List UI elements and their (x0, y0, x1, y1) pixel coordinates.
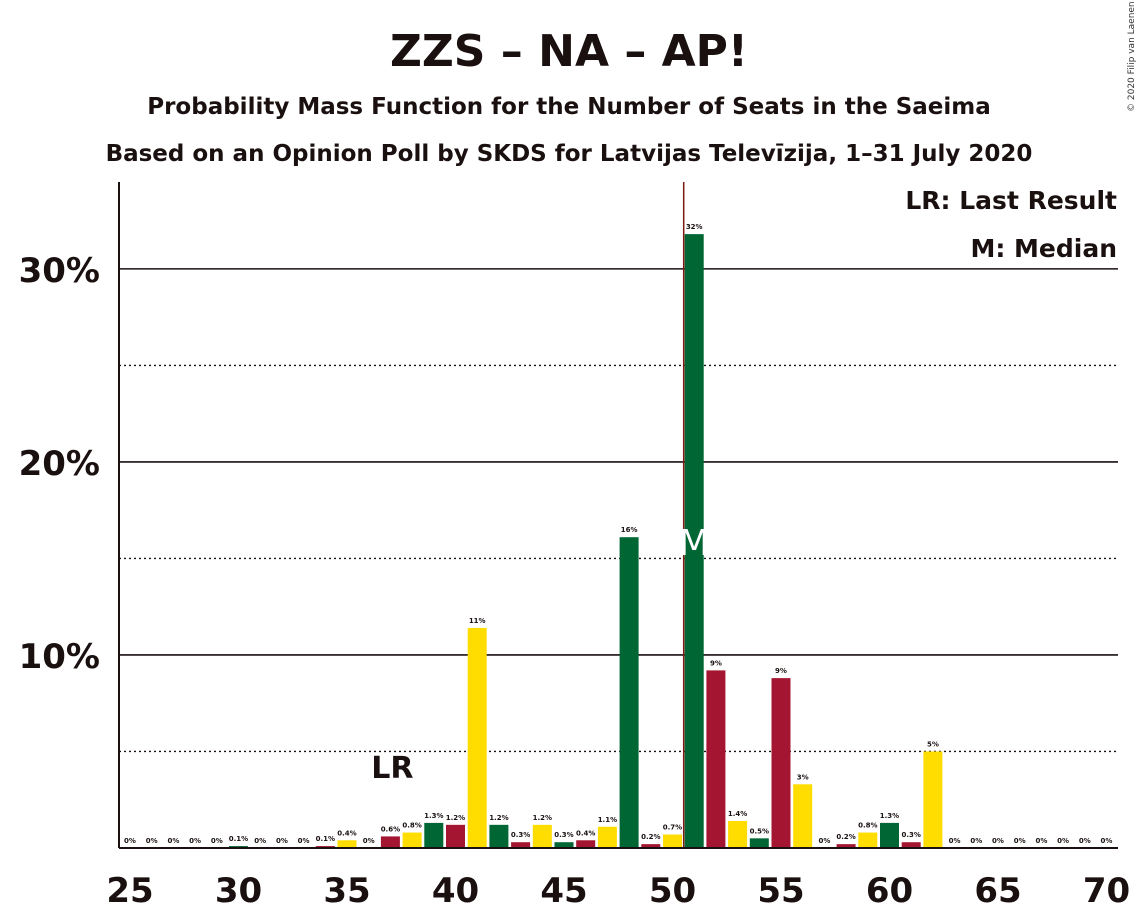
data-label: 0% (1057, 837, 1069, 845)
data-label: 0% (949, 837, 961, 845)
bar (684, 234, 704, 849)
bar (619, 537, 639, 848)
data-label: 32% (686, 223, 703, 231)
bar (901, 842, 921, 848)
data-label: 5% (927, 740, 939, 748)
legend-median: M: Median (970, 234, 1117, 263)
data-label: 1.3% (880, 812, 899, 820)
data-label: 0.4% (337, 829, 356, 837)
data-label: 0% (1014, 837, 1026, 845)
bar (402, 832, 422, 848)
data-label: 9% (710, 659, 722, 667)
data-label: 0% (1035, 837, 1047, 845)
chart-subtitle-source: Based on an Opinion Poll by SKDS for Lat… (106, 141, 1033, 167)
data-label: 0.2% (836, 833, 855, 841)
data-label: 0% (970, 837, 982, 845)
data-label: 0% (124, 837, 136, 845)
bar (728, 820, 748, 848)
axes: 10% 20% 30% 25 30 35 40 45 50 55 60 65 70 (19, 182, 1130, 911)
y-tick-label: 20% (19, 444, 100, 484)
bar (706, 670, 726, 848)
bar (554, 842, 574, 848)
bar (923, 751, 943, 848)
x-tick-label: 30 (215, 871, 262, 911)
gridlines (119, 268, 1118, 753)
bar (880, 822, 899, 848)
data-label: 1.2% (489, 814, 508, 822)
data-label: 1.2% (533, 814, 552, 822)
data-label: 0% (818, 837, 830, 845)
data-label: 0.7% (663, 823, 682, 831)
data-label: 1.3% (424, 812, 443, 820)
bar (467, 627, 487, 848)
bar (380, 836, 400, 848)
data-label: 0% (254, 837, 266, 845)
data-label: 0.2% (641, 833, 660, 841)
data-label: 0% (189, 837, 201, 845)
data-label: 0.3% (901, 831, 920, 839)
data-label: 0.5% (750, 827, 769, 835)
data-label: 0.4% (576, 829, 595, 837)
x-tick-label: 40 (432, 871, 479, 911)
data-label: 0% (298, 837, 310, 845)
data-label: 0.1% (316, 835, 335, 843)
bar (663, 834, 682, 848)
bar (771, 678, 791, 848)
x-tick-label: 55 (757, 871, 804, 911)
data-label: 0% (1079, 837, 1091, 845)
data-label: 0% (1101, 837, 1113, 845)
bar (836, 844, 856, 848)
data-label: 0% (992, 837, 1004, 845)
copyright-note: © 2020 Filip van Laenen (1127, 1, 1137, 112)
data-label: 0.8% (858, 822, 877, 830)
chart-title: ZZS – NA – AP! (390, 26, 748, 77)
x-tick-label: 25 (106, 871, 153, 911)
data-label: 0.3% (511, 831, 530, 839)
data-label: 16% (621, 526, 638, 534)
data-label: 0% (211, 837, 223, 845)
data-label: 0.1% (229, 835, 248, 843)
data-label: 0.6% (381, 825, 400, 833)
data-label: 0.3% (554, 831, 573, 839)
data-label: 11% (469, 617, 486, 625)
x-tick-label: 65 (974, 871, 1021, 911)
data-label: 9% (775, 667, 787, 675)
chart-subtitle: Probability Mass Function for the Number… (147, 94, 991, 120)
y-tick-label: 10% (19, 637, 100, 677)
y-tick-label: 30% (19, 251, 100, 291)
bar (424, 822, 444, 848)
bar (532, 824, 552, 848)
data-labels: 0% 0% 0% 0% 0% 0.1% 0% 0% 0% 0.1%0.4%0%0.6% 0.8%1.… (124, 223, 1112, 845)
data-label: 0% (146, 837, 158, 845)
bar (576, 840, 596, 848)
bar-series (229, 234, 943, 849)
bar (511, 842, 531, 848)
data-label: 0.8% (402, 822, 421, 830)
bar (597, 826, 617, 848)
data-label: 1.2% (446, 814, 465, 822)
x-tick-label: 50 (649, 871, 696, 911)
data-label: 0% (276, 837, 288, 845)
x-tick-label: 70 (1083, 871, 1130, 911)
bar (446, 824, 465, 848)
bar (641, 844, 661, 848)
x-tick-label: 60 (866, 871, 913, 911)
data-label: 0% (167, 837, 179, 845)
median-marker: M (679, 523, 710, 564)
bar (858, 832, 878, 848)
x-tick-label: 35 (323, 871, 370, 911)
bar (749, 838, 769, 848)
legend-last-result: LR: Last Result (905, 186, 1117, 215)
x-tick-label: 45 (540, 871, 587, 911)
data-label: 1.4% (728, 810, 747, 818)
bar (793, 784, 813, 848)
last-result-marker: LR (371, 751, 413, 786)
bar (489, 824, 509, 848)
bar (337, 840, 357, 848)
chart-overlays: M LR (371, 182, 710, 848)
data-label: 3% (797, 773, 809, 781)
data-label: 0% (363, 837, 375, 845)
data-label: 1.1% (598, 816, 617, 824)
